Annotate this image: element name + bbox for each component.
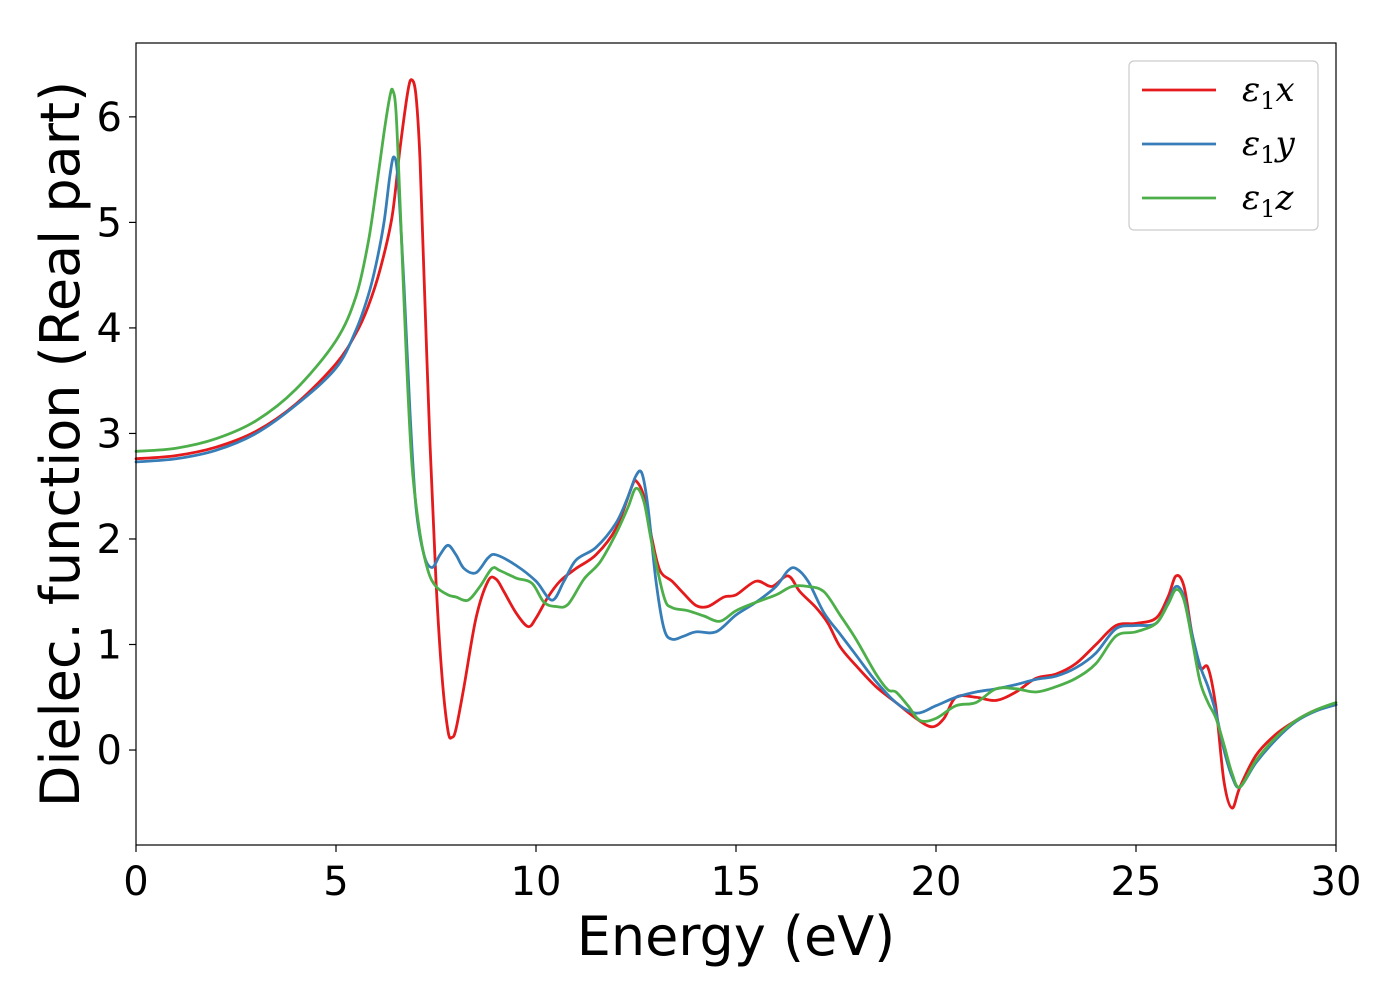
y-tick-label: 5 bbox=[97, 200, 122, 246]
x-tick-label: 0 bbox=[123, 859, 148, 905]
legend-label-z: ε1z bbox=[1242, 178, 1295, 223]
legend-label-x: ε1x bbox=[1242, 70, 1295, 115]
x-tick-label: 30 bbox=[1311, 859, 1362, 905]
x-tick-label: 20 bbox=[911, 859, 962, 905]
y-tick-label: 0 bbox=[97, 728, 122, 774]
legend-label-y: ε1y bbox=[1242, 124, 1296, 169]
series-line-z bbox=[134, 87, 1338, 789]
x-axis-label: Energy (eV) bbox=[577, 905, 896, 968]
legend: ε1x ε1y ε1z bbox=[1128, 60, 1319, 231]
x-tick-label: 25 bbox=[1111, 859, 1162, 905]
y-tick-label: 3 bbox=[97, 411, 122, 457]
y-tick-label: 2 bbox=[97, 517, 122, 563]
series-line-x bbox=[134, 78, 1338, 810]
y-tick-label: 6 bbox=[97, 95, 122, 141]
legend-box bbox=[1128, 60, 1319, 231]
x-tick-label: 5 bbox=[323, 859, 348, 905]
x-tick-label: 10 bbox=[511, 859, 562, 905]
y-tick-label: 1 bbox=[97, 623, 122, 669]
y-axis-ticks: 0 1 2 3 4 5 6 bbox=[97, 95, 136, 774]
x-tick-label: 15 bbox=[711, 859, 762, 905]
y-tick-label: 4 bbox=[97, 306, 122, 352]
y-axis-label: Dielec. function (Real part) bbox=[29, 81, 92, 807]
series-layer bbox=[134, 78, 1338, 810]
x-axis-ticks: 0 5 10 15 20 25 30 bbox=[123, 845, 1361, 905]
